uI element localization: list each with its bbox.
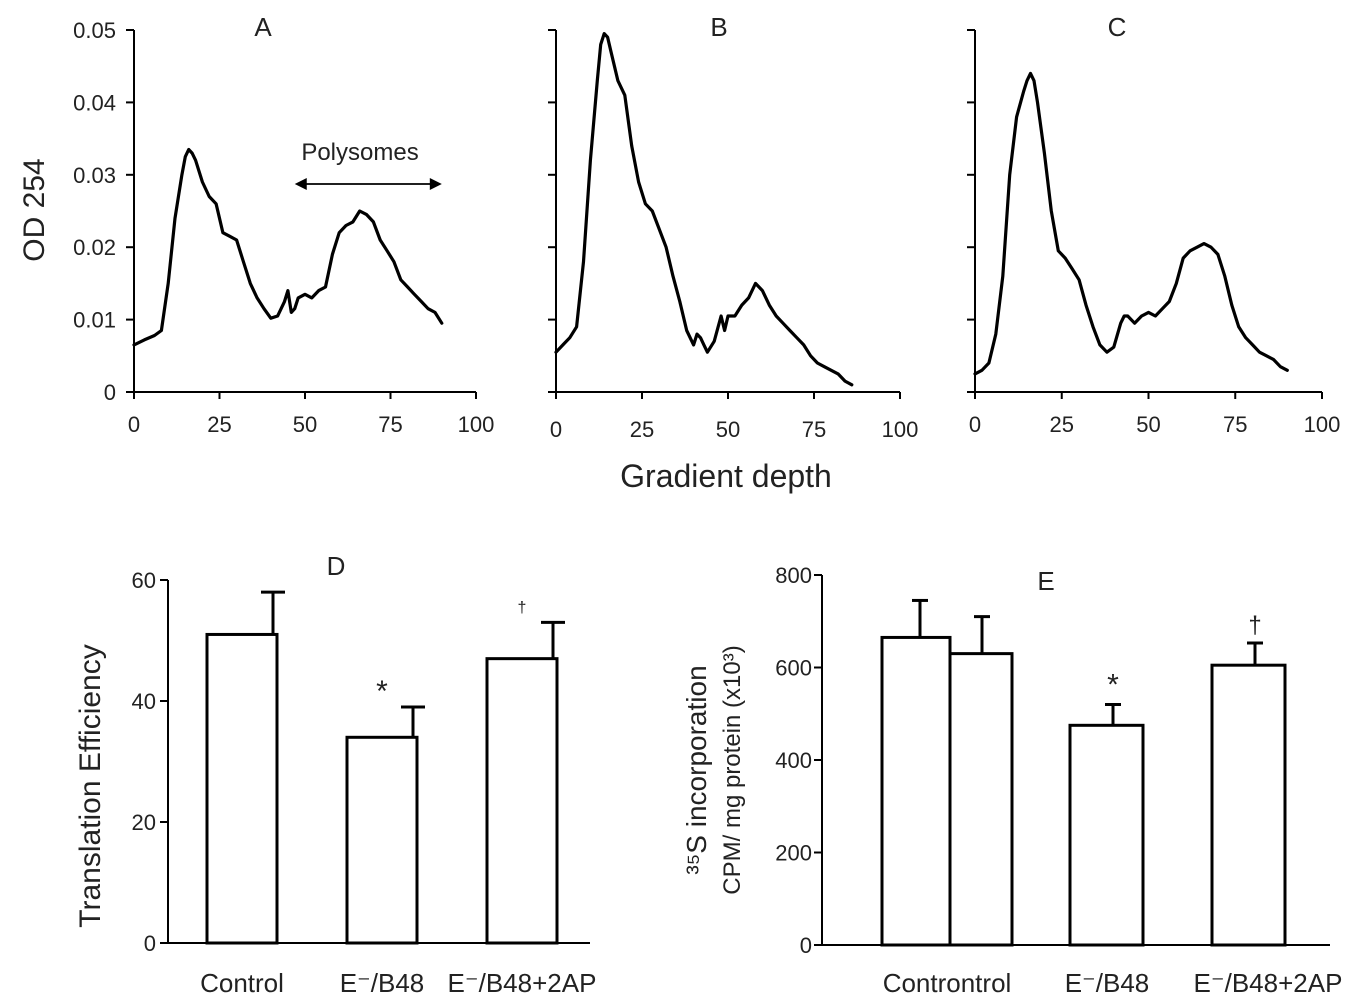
panel-d-y-tick-label: 20 <box>132 810 156 835</box>
panel-b-letter: B <box>710 12 727 42</box>
panel-d-significance-marker: † <box>518 599 527 616</box>
panel-a-x-tick-label: 25 <box>207 412 231 437</box>
panel-e-y-tick-label: 200 <box>775 841 812 866</box>
panel-d-letter: D <box>327 551 346 581</box>
panel-e-ylabel-line1: ³⁵S incorporation <box>681 665 712 874</box>
panel-e-y-tick-label: 600 <box>775 656 812 681</box>
panel-d-y-tick-label: 60 <box>132 568 156 593</box>
panel-a: A OD 254 0 0.01 0.02 0.03 0.04 0.05 0 25 50 75 10… <box>18 12 494 437</box>
panel-e-bar <box>1068 723 1145 947</box>
panel-c-trace <box>973 71 1289 376</box>
panel-d-bars: Control * E⁻/B48 † E⁻/B48+2AP <box>200 590 597 998</box>
panel-a-y-ticks: 0 0.01 0.02 0.03 0.04 0.05 <box>73 18 134 405</box>
panel-a-y-tick-label: 0.01 <box>73 308 116 333</box>
panel-e-y-tick-label: 800 <box>775 563 812 588</box>
gradient-depth-xlabel: Gradient depth <box>620 458 832 494</box>
panel-e-bar <box>948 652 1014 947</box>
panel-d-category-label: E⁻/B48 <box>340 968 425 998</box>
panel-e-bars: * † Controntrol E⁻/B48 E⁻/B48+2AP <box>880 598 1343 998</box>
panel-a-y-tick-label: 0 <box>104 380 116 405</box>
panel-a-trace <box>132 147 444 347</box>
panel-e-category-label: E⁻/B48 <box>1065 968 1150 998</box>
panel-c-x-tick-label: 75 <box>1223 412 1247 437</box>
panel-a-x-tick-label: 75 <box>378 412 402 437</box>
panel-e-y-tick-label: 400 <box>775 748 812 773</box>
panel-c: C 0 25 50 75 100 <box>967 12 1340 437</box>
polysomes-arrow <box>294 178 442 190</box>
panel-a-x-ticks: 0 25 50 75 100 <box>128 392 494 437</box>
panel-a-y-tick-label: 0.05 <box>73 18 116 43</box>
panel-d-category-label: Control <box>200 968 284 998</box>
panel-a-x-tick-label: 100 <box>458 412 495 437</box>
panel-e: E ³⁵S incorporation CPM/ mg protein (x10… <box>681 563 1342 998</box>
panel-e-ylabel-line2: CPM/ mg protein (x10³) <box>719 645 746 894</box>
panel-b-y-ticks <box>548 29 556 393</box>
panel-d-bar <box>485 657 559 945</box>
panel-e-bar <box>880 635 952 947</box>
panel-c-y-ticks <box>967 29 975 393</box>
panel-a-x-tick-label: 50 <box>293 412 317 437</box>
panel-a-ylabel: OD 254 <box>18 158 51 261</box>
panel-c-x-ticks: 0 25 50 75 100 <box>969 392 1340 437</box>
panel-e-significance-marker: † <box>1248 612 1261 639</box>
panel-d-y-tick-label: 40 <box>132 689 156 714</box>
panel-a-letter: A <box>254 12 272 42</box>
panel-d-ylabel: Translation Efficiency <box>74 644 107 927</box>
panel-a-x-tick-label: 0 <box>128 412 140 437</box>
panel-e-y-tick-label: 0 <box>800 933 812 958</box>
panel-e-bar <box>1210 663 1287 947</box>
panel-b-x-ticks: 0 25 50 75 100 <box>550 392 918 442</box>
panel-d: D Translation Efficiency 0 20 40 60 Control… <box>74 551 596 998</box>
panel-e-letter: E <box>1037 566 1054 596</box>
panel-d-significance-marker: * <box>376 675 388 708</box>
panel-d-bar <box>345 735 419 945</box>
panel-c-x-tick-label: 25 <box>1050 412 1074 437</box>
panel-b-x-tick-label: 50 <box>716 417 740 442</box>
panel-e-category-label: E⁻/B48+2AP <box>1194 968 1343 998</box>
panel-c-x-tick-label: 0 <box>969 412 981 437</box>
panel-e-category-label: Controntrol <box>883 968 1012 998</box>
panel-c-x-tick-label: 50 <box>1136 412 1160 437</box>
panel-a-y-tick-label: 0.03 <box>73 163 116 188</box>
panel-a-y-tick-label: 0.04 <box>73 90 116 115</box>
panel-c-x-tick-label: 100 <box>1304 412 1341 437</box>
panel-d-category-label: E⁻/B48+2AP <box>448 968 597 998</box>
panel-b-x-tick-label: 75 <box>802 417 826 442</box>
panel-d-y-ticks: 0 20 40 60 <box>132 568 168 956</box>
panel-b-x-tick-label: 25 <box>630 417 654 442</box>
panel-d-bar <box>205 632 279 945</box>
panel-d-y-tick-label: 0 <box>144 931 156 956</box>
panel-b-trace <box>554 32 854 387</box>
panel-e-significance-marker: * <box>1107 669 1119 702</box>
panel-b: B 0 25 50 75 100 <box>548 12 918 442</box>
panel-e-y-ticks: 0 200 400 600 800 <box>775 563 822 958</box>
panel-c-letter: C <box>1108 12 1127 42</box>
panel-b-x-tick-label: 100 <box>882 417 919 442</box>
polysomes-label: Polysomes <box>301 139 418 166</box>
panel-b-x-tick-label: 0 <box>550 417 562 442</box>
panel-a-y-tick-label: 0.02 <box>73 235 116 260</box>
